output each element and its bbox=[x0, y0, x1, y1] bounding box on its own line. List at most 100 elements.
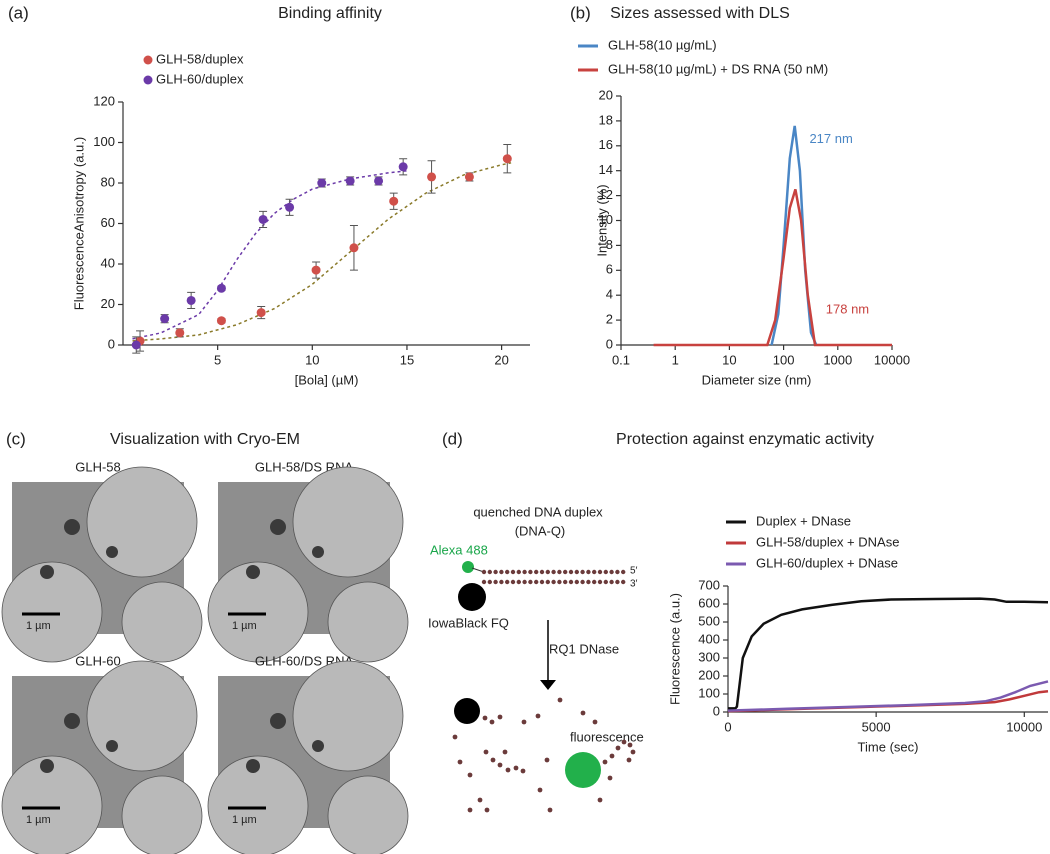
y-tick-label: 0 bbox=[108, 336, 115, 351]
series-line bbox=[728, 597, 1049, 710]
point bbox=[317, 178, 327, 188]
fragment bbox=[535, 713, 541, 719]
y-tick-label: 600 bbox=[698, 595, 720, 610]
fragment bbox=[497, 762, 503, 768]
y-tick-label: 0 bbox=[713, 703, 720, 718]
point bbox=[256, 308, 266, 318]
base bbox=[563, 579, 568, 585]
fragment bbox=[602, 759, 608, 765]
base bbox=[621, 579, 626, 585]
y-tick-label: 700 bbox=[698, 577, 720, 592]
micrograph-hole bbox=[327, 581, 409, 663]
x-axis-label: [Bola] (µM) bbox=[295, 372, 359, 387]
fragment bbox=[520, 768, 526, 774]
micrograph-spot bbox=[106, 546, 118, 558]
point bbox=[216, 283, 226, 293]
point bbox=[285, 202, 295, 212]
micrograph-hole bbox=[292, 660, 404, 772]
base bbox=[615, 569, 620, 575]
x-tick-label: 15 bbox=[400, 352, 414, 367]
x-tick-label: 10 bbox=[722, 352, 736, 367]
point bbox=[398, 162, 408, 172]
fragment bbox=[615, 745, 621, 751]
x-tick-label: 10000 bbox=[874, 352, 910, 367]
panel-label: (a) bbox=[8, 3, 29, 22]
fragment bbox=[621, 739, 627, 745]
base bbox=[563, 569, 568, 575]
base bbox=[568, 579, 574, 585]
x-axis-label: Time (sec) bbox=[858, 739, 919, 754]
fragment bbox=[505, 767, 511, 773]
scale-bar-label: 1 µm bbox=[26, 620, 51, 632]
series-line bbox=[653, 189, 892, 347]
base bbox=[557, 579, 562, 585]
base bbox=[493, 569, 498, 575]
base bbox=[487, 569, 492, 575]
annotation: 217 nm bbox=[809, 131, 852, 146]
base bbox=[528, 579, 533, 585]
point bbox=[216, 316, 226, 326]
legend-label: GLH-58/duplex + DNAse bbox=[756, 534, 899, 549]
y-tick-label: 8 bbox=[606, 237, 613, 252]
y-tick-label: 20 bbox=[599, 87, 613, 102]
x-tick-label: 1000 bbox=[823, 352, 852, 367]
panel-title: Protection against enzymatic activity bbox=[616, 431, 874, 448]
micrograph-hole bbox=[1, 561, 103, 663]
panel-label: (c) bbox=[6, 429, 26, 448]
y-axis-label: Fluorescence (a.u.) bbox=[667, 593, 682, 705]
x-tick-label: 5000 bbox=[862, 719, 891, 734]
micrograph-spot bbox=[64, 519, 80, 535]
chart-title: Binding affinity bbox=[278, 5, 382, 22]
x-axis-label: Diameter size (nm) bbox=[702, 372, 812, 387]
fragment bbox=[630, 749, 636, 755]
point bbox=[502, 154, 512, 164]
base bbox=[528, 569, 533, 575]
legend-label: GLH-58(10 µg/mL) + DS RNA (50 nM) bbox=[608, 61, 828, 76]
fragment bbox=[537, 787, 543, 793]
y-tick-label: 20 bbox=[101, 296, 115, 311]
base bbox=[621, 569, 626, 575]
fragment bbox=[580, 710, 586, 716]
point bbox=[427, 172, 437, 182]
diagram-label: RQ1 DNase bbox=[549, 641, 619, 656]
base bbox=[499, 569, 504, 575]
y-tick-label: 18 bbox=[599, 112, 613, 127]
fragment bbox=[477, 797, 483, 803]
micrograph-spot bbox=[270, 519, 286, 535]
fragment bbox=[467, 772, 473, 778]
base bbox=[522, 579, 527, 585]
legend-label: GLH-60/duplex + DNase bbox=[756, 555, 898, 570]
legend-label: GLH-60/duplex bbox=[156, 71, 244, 86]
base bbox=[574, 569, 579, 575]
fragment bbox=[627, 742, 633, 748]
y-tick-label: 16 bbox=[599, 137, 613, 152]
x-tick-label: 0.1 bbox=[612, 352, 630, 367]
base bbox=[551, 569, 556, 575]
fragment bbox=[452, 734, 458, 740]
diagram-label: IowaBlack FQ bbox=[428, 615, 509, 630]
y-tick-label: 4 bbox=[606, 287, 613, 302]
x-tick-label: 100 bbox=[773, 352, 795, 367]
base bbox=[522, 569, 527, 575]
base bbox=[481, 579, 487, 585]
base bbox=[592, 579, 597, 585]
image-label: GLH-60 bbox=[75, 653, 121, 668]
y-tick-label: 300 bbox=[698, 649, 720, 664]
legend-label: GLH-58(10 µg/mL) bbox=[608, 37, 717, 52]
y-tick-label: 200 bbox=[698, 667, 720, 682]
point bbox=[345, 176, 355, 186]
base bbox=[609, 579, 614, 585]
micrograph-spot bbox=[246, 759, 260, 773]
micrograph-hole bbox=[86, 660, 198, 772]
micrograph-spot bbox=[40, 565, 54, 579]
diagram-label: fluorescence bbox=[570, 729, 644, 744]
fragment bbox=[521, 719, 527, 725]
fragment bbox=[592, 719, 598, 725]
micrograph-spot bbox=[64, 713, 80, 729]
base bbox=[586, 579, 591, 585]
legend-marker bbox=[143, 75, 153, 85]
micrograph-hole bbox=[327, 775, 409, 854]
base bbox=[568, 569, 574, 575]
base bbox=[505, 569, 510, 575]
y-tick-label: 100 bbox=[698, 685, 720, 700]
